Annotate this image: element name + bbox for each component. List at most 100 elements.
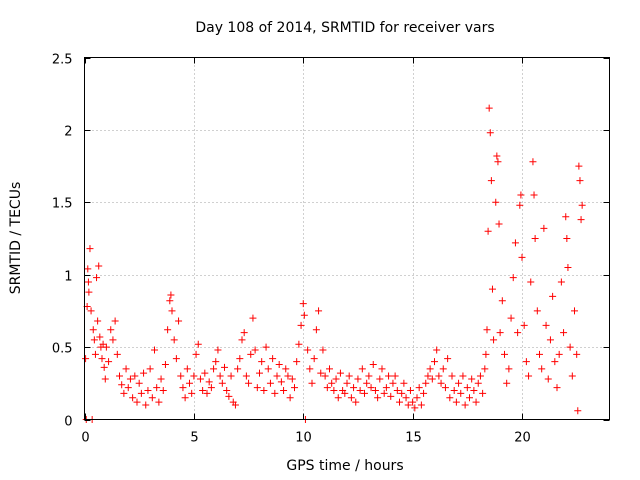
data-point (494, 158, 502, 166)
data-point (101, 375, 109, 383)
data-point (536, 350, 543, 358)
data-point (89, 326, 97, 334)
data-point (560, 329, 568, 337)
data-point (334, 394, 342, 402)
data-point (527, 278, 535, 286)
data-point (571, 307, 578, 315)
data-point (234, 365, 242, 373)
data-point (516, 201, 524, 209)
data-point (437, 379, 445, 387)
data-point (533, 307, 541, 315)
data-point (382, 384, 390, 392)
data-point (201, 369, 209, 377)
data-point (227, 372, 235, 380)
data-point (417, 401, 425, 409)
data-point (203, 389, 211, 397)
data-point (553, 384, 561, 392)
data-point (240, 329, 248, 337)
data-point (280, 387, 288, 395)
data-point (258, 358, 266, 366)
data-point (100, 363, 108, 371)
grid-lines (84, 57, 610, 420)
data-point (190, 372, 198, 380)
data-point (183, 365, 191, 373)
data-point (99, 340, 107, 348)
data-point (391, 372, 399, 380)
x-tick-label: 0 (81, 431, 89, 446)
data-point (396, 398, 403, 406)
data-point (566, 343, 574, 351)
x-tick-label: 20 (514, 431, 531, 446)
data-point (98, 355, 106, 363)
data-point (466, 394, 473, 402)
data-point (144, 387, 152, 395)
data-point (133, 398, 141, 406)
data-point (304, 346, 312, 354)
data-point (446, 394, 454, 402)
data-point (142, 401, 150, 409)
data-point (315, 307, 323, 315)
data-point (214, 346, 222, 354)
data-point (514, 329, 522, 337)
data-point (422, 379, 430, 387)
data-point (486, 129, 494, 137)
data-point (428, 375, 436, 383)
data-point (129, 394, 137, 402)
data-point (369, 360, 377, 368)
data-point (448, 372, 456, 380)
data-point (551, 358, 559, 366)
x-tick-label: 5 (190, 431, 198, 446)
data-point (135, 379, 143, 387)
data-point (269, 355, 277, 363)
data-point (177, 372, 185, 380)
data-point (85, 288, 93, 296)
data-point (530, 191, 538, 199)
data-point (520, 321, 528, 329)
y-tick-label: 1 (64, 270, 72, 285)
data-point (484, 227, 492, 235)
data-point (509, 274, 517, 282)
data-point (483, 326, 491, 334)
y-tick-label: 2.5 (52, 53, 73, 68)
data-point (562, 213, 570, 221)
data-point (498, 297, 506, 305)
data-point (107, 326, 115, 334)
data-point (137, 389, 145, 397)
data-point (577, 216, 585, 224)
data-point (86, 245, 94, 253)
data-point (354, 375, 362, 383)
data-point (126, 375, 134, 383)
data-point (472, 398, 480, 406)
data-point (406, 387, 414, 395)
data-point (544, 375, 552, 383)
data-point (319, 346, 327, 354)
data-point (468, 375, 476, 383)
data-point (124, 384, 132, 392)
data-point (361, 389, 368, 397)
data-point (90, 336, 98, 344)
data-point (192, 350, 200, 358)
data-point (574, 407, 582, 415)
data-point (398, 389, 406, 397)
data-point (531, 235, 539, 242)
data-point (330, 387, 338, 395)
data-point (555, 350, 563, 358)
data-point (194, 340, 202, 348)
data-point (538, 365, 546, 373)
data-point (231, 401, 239, 409)
data-point (196, 375, 204, 383)
data-point (271, 389, 279, 397)
data-point (485, 104, 493, 112)
data-point (111, 317, 119, 325)
data-point (452, 398, 460, 406)
data-point (284, 372, 292, 380)
data-point (253, 384, 261, 392)
data-point (153, 384, 161, 392)
data-point (389, 379, 397, 387)
data-point (95, 262, 103, 270)
data-point (546, 336, 554, 344)
data-point (291, 384, 298, 392)
data-point (490, 336, 498, 344)
data-point (358, 365, 366, 373)
